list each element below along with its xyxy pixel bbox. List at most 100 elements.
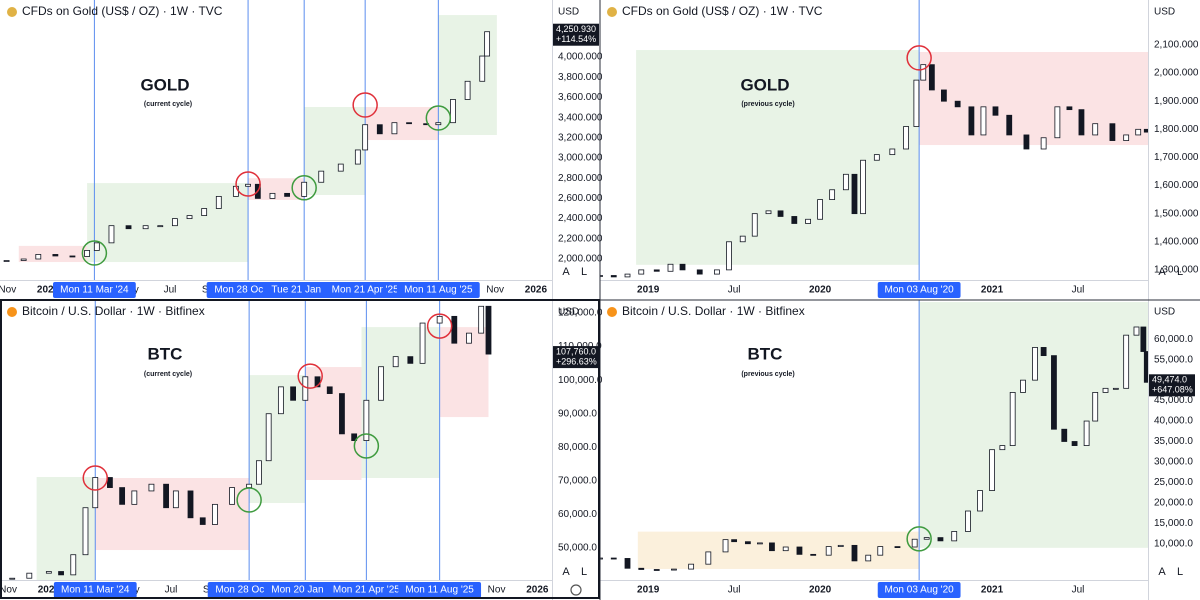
candle (1032, 347, 1038, 381)
marker-date-box (323, 282, 407, 298)
marker-date-box (324, 582, 408, 598)
y-tick-label: 3,600.000 (558, 92, 603, 103)
marker-date-label: Mon 11 Aug '25 (405, 585, 474, 596)
candle (937, 537, 944, 542)
change-label: +647.08% (1152, 385, 1193, 395)
y-tick-label: 40,000.0 (1154, 416, 1193, 427)
marker-date-label: Mon 11 Mar '24 (61, 585, 130, 596)
candle (256, 460, 262, 485)
candle (1140, 326, 1147, 352)
y-tick-label: 20,000.0 (1154, 497, 1193, 508)
candle (265, 413, 272, 462)
chart-panel: Bitcoin / U.S. Dollar · 1W · Bitfinex BTC… (0, 300, 603, 600)
scale-button[interactable]: A (1158, 566, 1166, 578)
marker-date-label: Mon 28 Oct '24 (214, 285, 282, 296)
candle (1040, 137, 1047, 150)
candle (1083, 420, 1090, 446)
candle (246, 483, 253, 488)
candle (69, 255, 76, 258)
scale-button[interactable]: L (581, 566, 587, 578)
marker-date-box (53, 582, 137, 598)
candle (954, 100, 961, 108)
y-tick-label: 80,000.0 (558, 442, 597, 453)
candle (376, 124, 383, 135)
candle (688, 563, 695, 570)
candle (667, 263, 674, 272)
candle (215, 195, 222, 209)
candle (1092, 123, 1099, 136)
candle (671, 568, 677, 571)
candle (119, 487, 126, 505)
x-tick-label: Jul (1072, 585, 1085, 596)
candle (1020, 379, 1026, 393)
marker-date-label: Mon 20 Jan '25 (271, 585, 340, 596)
scale-button[interactable]: A (562, 266, 570, 278)
highlight-circle (291, 175, 317, 201)
candle (9, 577, 16, 580)
candle (107, 477, 113, 488)
marker-date-label: Mon 03 Aug '20 (885, 585, 955, 596)
candle (992, 106, 999, 116)
marker-date-label: Mon 21 Apr '25 (332, 285, 399, 296)
candle (928, 64, 935, 91)
last-price: 49,474.0 (1152, 375, 1187, 385)
candle (1143, 351, 1148, 383)
plot-area (600, 300, 1148, 580)
candle (212, 503, 218, 525)
candle (45, 571, 52, 574)
scale-button[interactable]: L (581, 266, 587, 278)
candle (765, 210, 772, 215)
candle (419, 322, 426, 364)
candle (989, 449, 995, 491)
candle (610, 557, 617, 560)
highlight-circle (82, 465, 109, 491)
chart-title: Bitcoin / U.S. Dollar · 1W · Bitfinex (22, 304, 205, 318)
candle (769, 542, 775, 552)
annotation-sub: (previous cycle) (741, 371, 794, 378)
candle (391, 122, 398, 135)
candle (825, 546, 832, 556)
candle (829, 189, 836, 200)
candle (1123, 334, 1130, 389)
currency-label: USD (558, 7, 579, 18)
y-tick-label: 2,400.000 (558, 213, 603, 224)
candle (782, 546, 789, 552)
symbol-icon (607, 307, 617, 317)
candle (1102, 387, 1109, 393)
candle (1051, 355, 1057, 430)
y-tick-label: 3,400.000 (558, 112, 603, 123)
price-box (553, 346, 599, 369)
candle (877, 546, 884, 556)
symbol-icon (7, 7, 17, 17)
settings-icon[interactable] (570, 584, 582, 596)
candle (965, 510, 971, 532)
x-tick-label: Nov (0, 585, 17, 596)
candle (148, 483, 155, 492)
y-tick-label: 3,800.000 (558, 72, 603, 83)
candle (889, 148, 896, 156)
x-tick-label: Nov (486, 285, 504, 296)
x-tick-label: Nov (0, 285, 16, 296)
candle (696, 269, 703, 275)
candle (865, 554, 872, 562)
scale-button[interactable]: A (562, 566, 570, 578)
scale-button[interactable]: L (1177, 266, 1183, 278)
y-tick-label: 10,000.0 (1154, 538, 1193, 549)
currency-label: USD (1154, 307, 1175, 318)
zone (305, 367, 362, 480)
highlight-circle (906, 45, 932, 71)
highlight-circle (353, 433, 380, 459)
scale-button[interactable]: L (1177, 566, 1183, 578)
last-price: 4,250.930 (556, 24, 596, 34)
candle (1054, 106, 1061, 139)
candle (284, 192, 290, 197)
scale-button[interactable]: A (1158, 266, 1166, 278)
y-tick-label: 2,800.000 (558, 173, 603, 184)
candle (1009, 392, 1016, 446)
y-tick-label: 2,000.000 (1154, 68, 1199, 79)
candle (653, 269, 660, 272)
x-tick-label: Jul (164, 285, 177, 296)
candle (1092, 392, 1099, 422)
annotation-sub: (previous cycle) (741, 101, 794, 108)
candle (894, 546, 901, 548)
